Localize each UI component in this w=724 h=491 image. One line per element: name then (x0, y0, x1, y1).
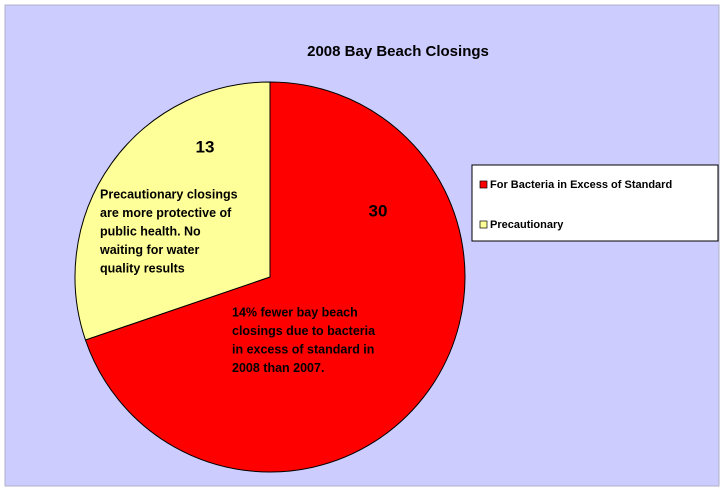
data-label: 13 (196, 137, 215, 156)
legend-label: For Bacteria in Excess of Standard (490, 179, 672, 191)
legend-swatch (479, 220, 488, 229)
annotation-line: waiting for water (99, 243, 199, 257)
annotation-line: in excess of standard in (232, 342, 374, 356)
legend: For Bacteria in Excess of Standard Precau… (479, 179, 672, 231)
chart-title: 2008 Bay Beach Closings (307, 43, 489, 60)
data-label: 30 (369, 201, 388, 220)
annotations: Precautionary closings are more protectiv… (99, 187, 376, 375)
annotation-line: closings due to bacteria (232, 324, 376, 338)
annotation-line: public health. No (100, 224, 201, 238)
pie: 30 13 (74, 81, 466, 473)
legend-box (471, 164, 719, 242)
annotation-line: 2008 than 2007. (232, 361, 324, 375)
pie-slice (84, 81, 466, 473)
legend-swatch (479, 180, 488, 189)
pie-slice (74, 81, 271, 341)
annotation-line: are more protective of (100, 206, 232, 220)
annotation-line: 14% fewer bay beach (232, 305, 358, 319)
legend-label: Precautionary (490, 219, 564, 231)
annotation-line: quality results (100, 261, 185, 275)
annotation-line: Precautionary closings (100, 187, 238, 201)
